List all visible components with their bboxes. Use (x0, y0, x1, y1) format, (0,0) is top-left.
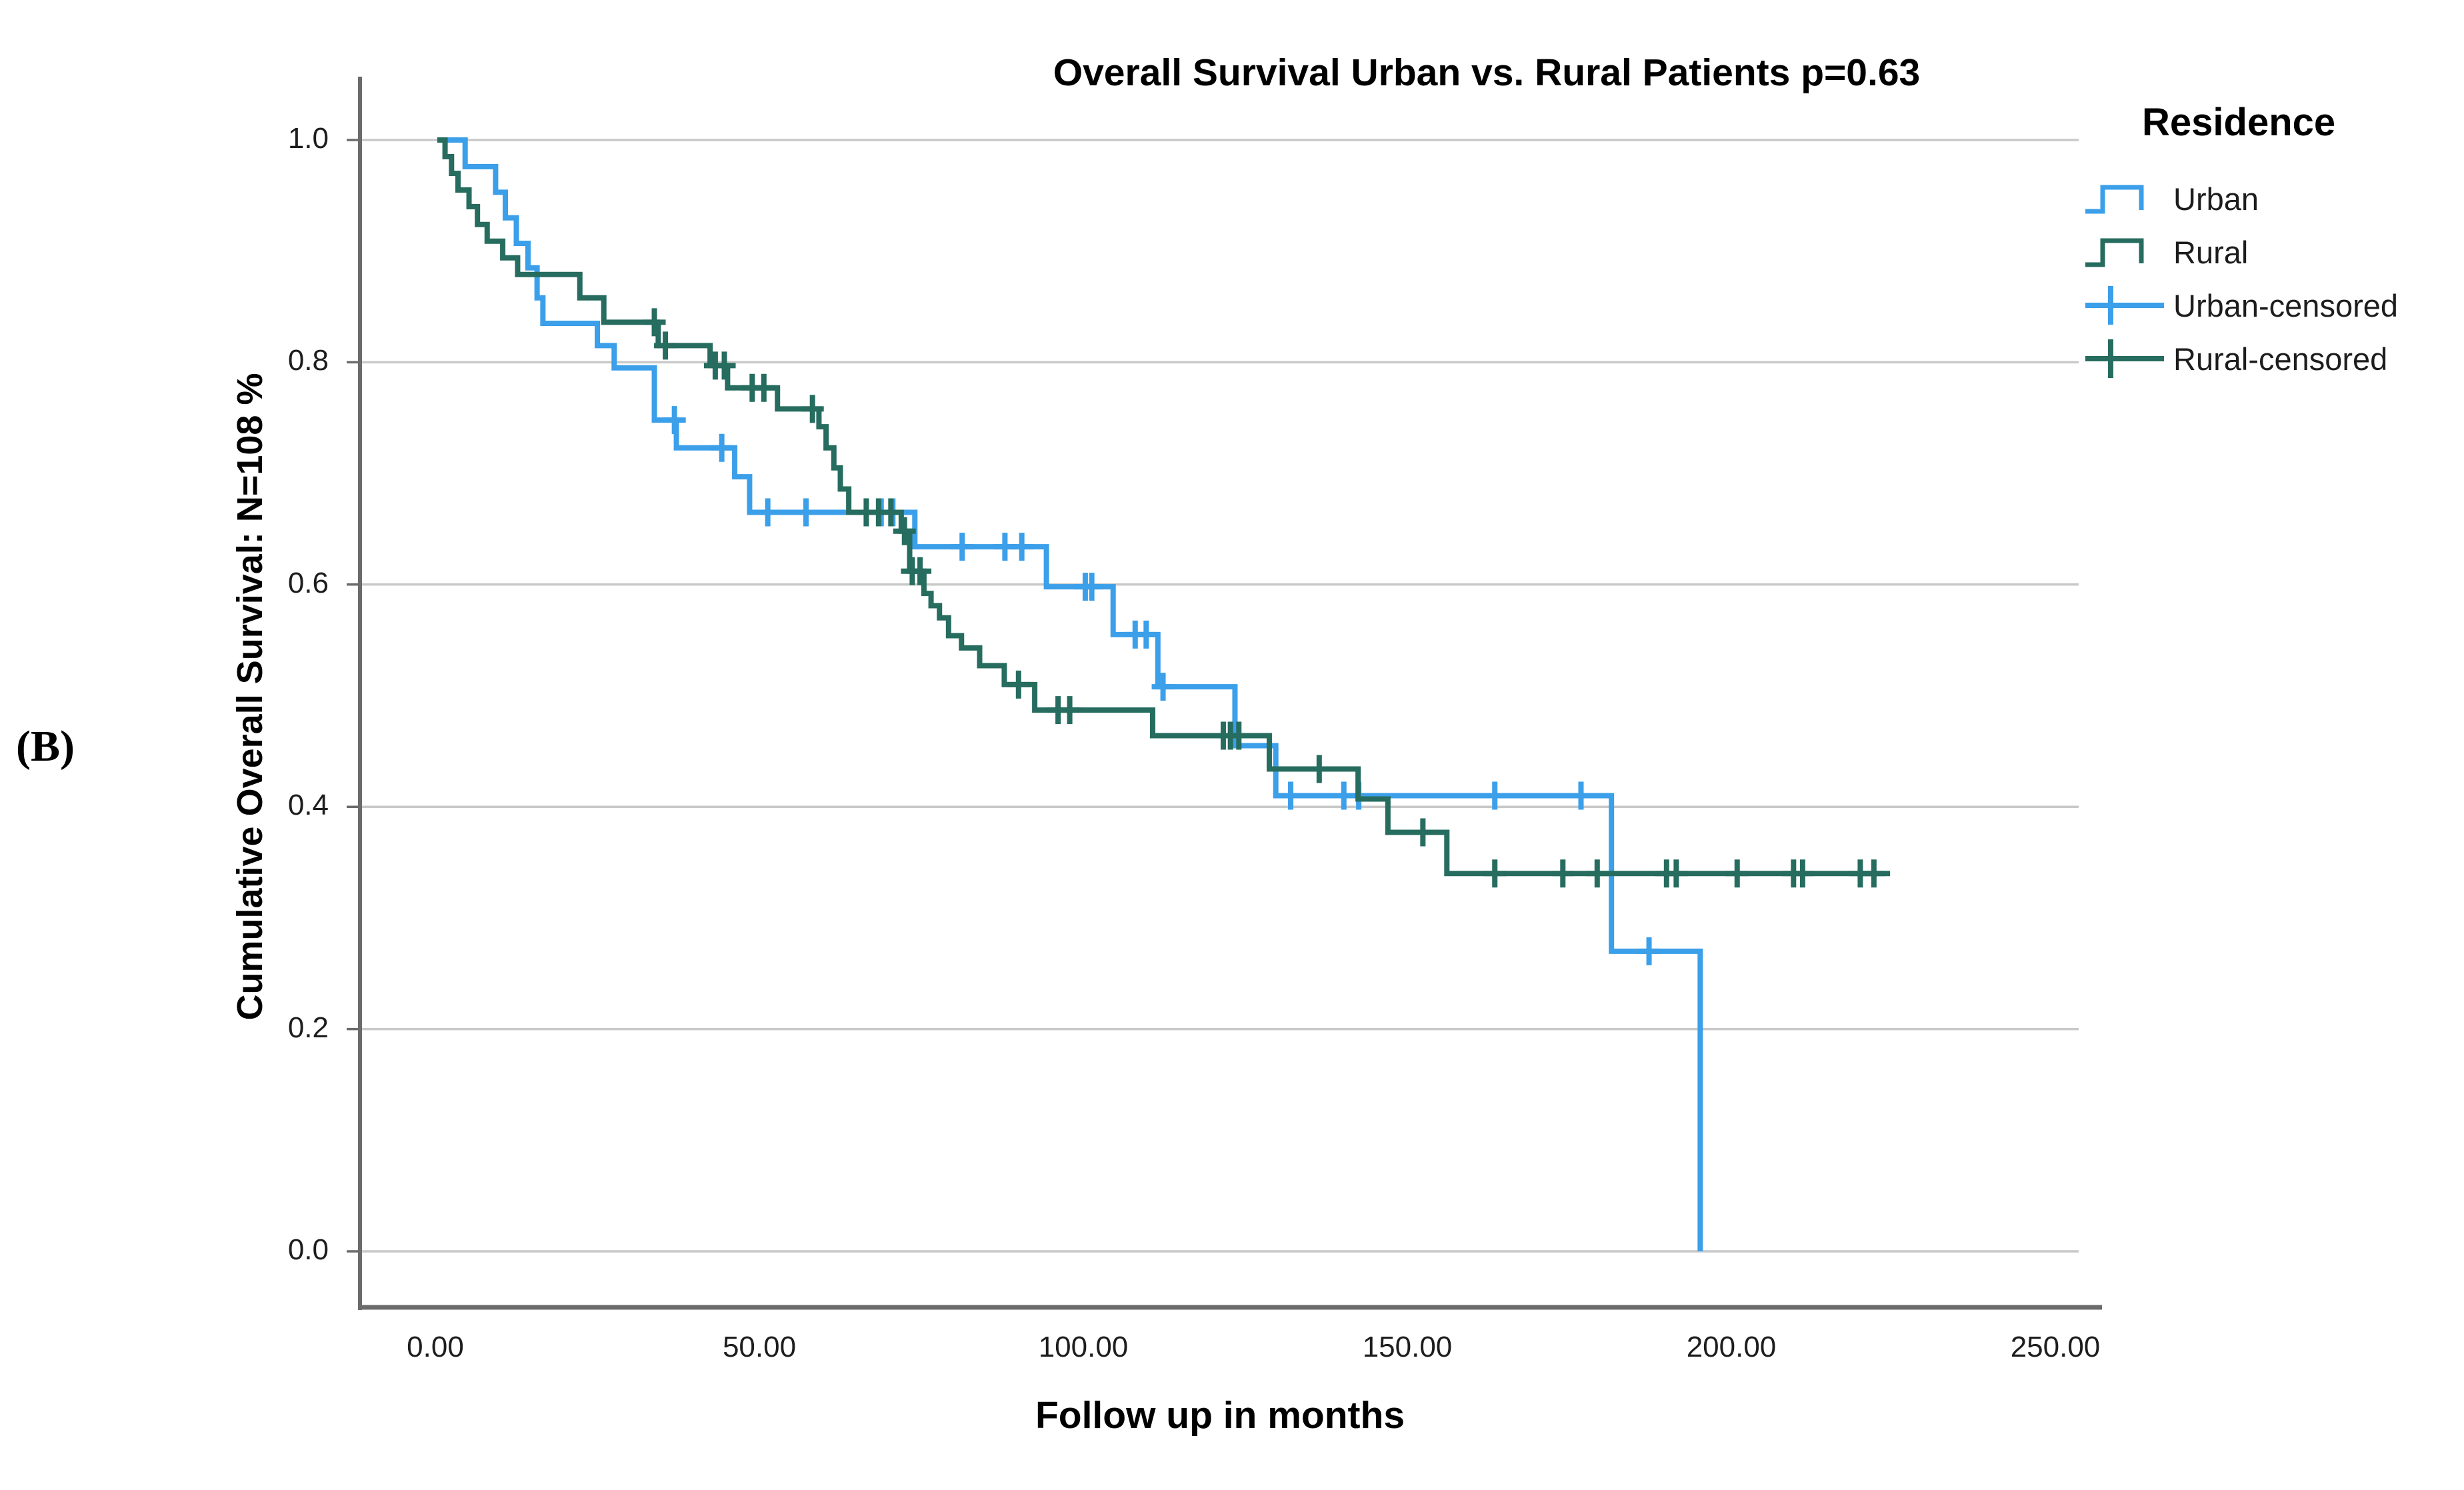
legend-items: Urban Rural Urban-censored Rural-censored (2079, 172, 2398, 385)
legend-item-label: Urban (2173, 181, 2259, 217)
y-tick-label: 0.2 (287, 1011, 329, 1044)
legend-item-label: Urban-censored (2173, 287, 2399, 323)
step-line-icon (2085, 185, 2144, 214)
x-tick-label: 250.00 (2010, 1331, 2101, 1363)
chart-title: Overall Survival Urban vs. Rural Patient… (1053, 51, 1921, 94)
legend-item-urban: Urban (2079, 172, 2398, 225)
panel-label: (B) (16, 722, 75, 771)
step-line-icon (2085, 238, 2144, 267)
x-tick-label: 100.00 (1038, 1331, 1129, 1363)
x-tick-label: 50.00 (722, 1331, 797, 1363)
y-tick-label: 1.0 (287, 122, 329, 155)
y-tick-label: 0.4 (287, 789, 329, 822)
y-tick-label: 0.6 (287, 566, 329, 599)
x-tick-label: 150.00 (1362, 1331, 1453, 1363)
x-tick-label: 200.00 (1686, 1331, 1777, 1363)
urban-survival-curve (447, 137, 1703, 1251)
y-tick-label: 0.8 (287, 344, 329, 377)
y-tick-label: 0.0 (287, 1233, 329, 1266)
rural-survival-curve (437, 137, 1891, 877)
censor-plus-icon (2085, 339, 2164, 378)
legend-item-rural-censored: Rural-censored (2079, 332, 2398, 385)
y-axis-title: Cumulative Overall Survival: N=108 % (230, 373, 270, 1021)
legend-item-urban-censored: Urban-censored (2079, 279, 2398, 332)
x-axis-title: Follow up in months (1035, 1394, 1405, 1437)
legend-title: Residence (2142, 101, 2336, 144)
x-tick-label: 0.00 (407, 1331, 464, 1363)
legend-item-rural: Rural (2079, 225, 2398, 279)
censor-plus-icon (2085, 286, 2164, 325)
legend-item-label: Rural (2173, 234, 2249, 270)
legend-item-label: Rural-censored (2173, 341, 2388, 377)
